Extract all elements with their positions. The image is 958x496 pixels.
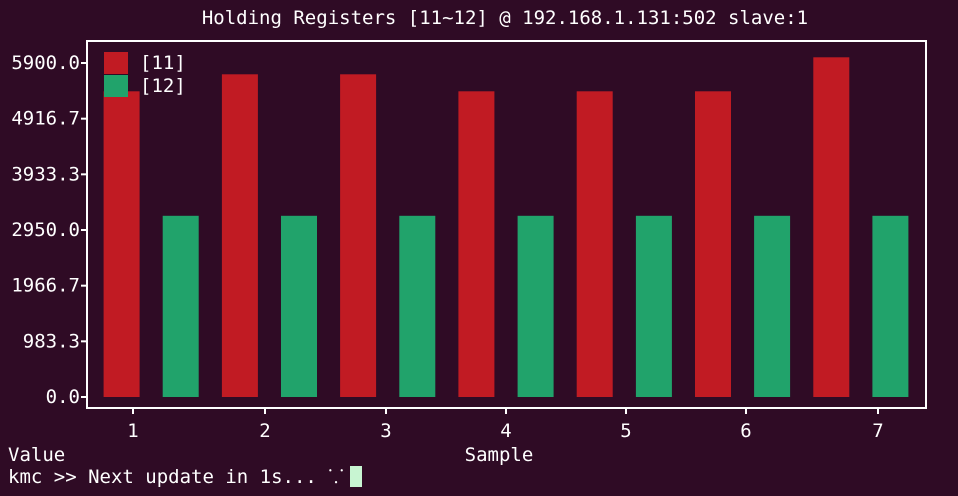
bar-series-1-sample-7 xyxy=(813,57,850,398)
y-tick-label: 0.0 xyxy=(46,386,80,408)
bar-series-2-sample-3 xyxy=(399,215,436,397)
chart-title: Holding Registers [11~12] @ 192.168.1.13… xyxy=(202,7,808,29)
bar-series-1-sample-1 xyxy=(103,91,140,398)
y-tick-label: 3933.3 xyxy=(11,163,80,185)
y-tick-label: 1966.7 xyxy=(11,275,80,297)
bar-series-1-sample-6 xyxy=(695,91,731,398)
legend-swatch xyxy=(104,75,128,97)
terminal-prompt: kmc >> Next update in 1s... ⸪ xyxy=(8,466,362,488)
y-tick-label: 5900.0 xyxy=(11,52,80,74)
bar-series-2-sample-2 xyxy=(281,215,317,397)
legend-swatch xyxy=(104,52,128,74)
bar-series-1-sample-2 xyxy=(221,74,258,398)
legend-label: [12] xyxy=(140,75,186,97)
bars-group xyxy=(103,57,909,398)
bar-series-1-sample-3 xyxy=(340,74,377,398)
x-axis: 1 2 3 4 5 6 7 xyxy=(127,408,884,442)
x-tick-label: 5 xyxy=(620,420,631,442)
bar-series-2-sample-4 xyxy=(517,215,554,397)
x-tick-label: 6 xyxy=(740,420,751,442)
x-tick-label: 3 xyxy=(380,420,391,442)
terminal-cursor xyxy=(349,466,362,487)
bar-series-1-sample-5 xyxy=(576,91,613,398)
legend-label: [11] xyxy=(140,52,186,74)
plot-frame xyxy=(86,40,927,409)
x-tick-label: 1 xyxy=(127,420,138,442)
bar-series-2-sample-5 xyxy=(635,215,672,397)
y-tick-label: 983.3 xyxy=(23,330,80,352)
y-axis-label: Value xyxy=(8,444,65,466)
y-tick-label: 2950.0 xyxy=(11,219,80,241)
y-tick-label: 4916.7 xyxy=(11,108,80,130)
bar-series-2-sample-1 xyxy=(162,215,199,397)
prompt-text: kmc >> Next update in 1s... ⸪ xyxy=(8,466,344,488)
bar-series-1-sample-4 xyxy=(458,91,495,398)
x-axis-label: Sample xyxy=(465,444,534,466)
y-axis: 0.0 983.3 1966.7 2950.0 3933.3 4916.7 5900.0 xyxy=(11,52,87,408)
bar-series-2-sample-7 xyxy=(872,215,909,397)
legend: [11][12] xyxy=(104,52,186,97)
x-tick-label: 2 xyxy=(259,420,270,442)
x-tick-label: 7 xyxy=(872,420,883,442)
x-tick-label: 4 xyxy=(500,420,511,442)
bar-series-2-sample-6 xyxy=(754,215,791,397)
